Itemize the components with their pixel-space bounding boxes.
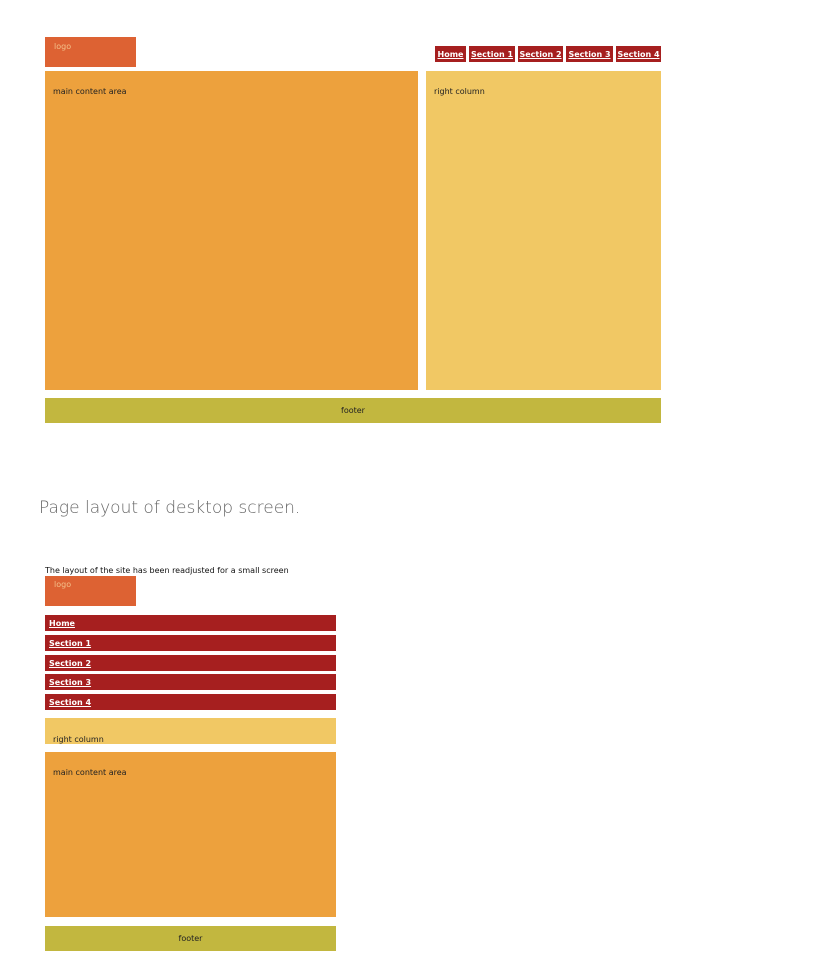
desktop-nav-section-1[interactable]: Section 1 [469, 46, 515, 62]
mobile-main-label: main content area [53, 768, 127, 777]
desktop-caption: Page layout of desktop screen. [39, 498, 301, 518]
desktop-main-content: main content area [45, 71, 418, 390]
mobile-right-label: right column [53, 735, 104, 744]
desktop-right-label: right column [434, 87, 485, 96]
desktop-nav-section-3[interactable]: Section 3 [566, 46, 613, 62]
mobile-notice: The layout of the site has been readjust… [45, 566, 289, 575]
mobile-nav-section-4[interactable]: Section 4 [45, 694, 336, 710]
desktop-nav-section-4[interactable]: Section 4 [616, 46, 661, 62]
mobile-nav-section-1[interactable]: Section 1 [45, 635, 336, 651]
mobile-logo: logo [45, 576, 136, 606]
mobile-nav-section-3[interactable]: Section 3 [45, 674, 336, 690]
mobile-right-column: right column [45, 718, 336, 744]
desktop-nav-home[interactable]: Home [435, 46, 466, 62]
desktop-logo: logo [45, 37, 136, 67]
mobile-nav-section-2[interactable]: Section 2 [45, 655, 336, 671]
mobile-nav-home[interactable]: Home [45, 615, 336, 631]
mobile-main-content: main content area [45, 752, 336, 917]
desktop-right-column: right column [426, 71, 661, 390]
mobile-footer: footer [45, 926, 336, 951]
desktop-nav-section-2[interactable]: Section 2 [518, 46, 563, 62]
desktop-footer: footer [45, 398, 661, 423]
desktop-main-label: main content area [53, 87, 127, 96]
